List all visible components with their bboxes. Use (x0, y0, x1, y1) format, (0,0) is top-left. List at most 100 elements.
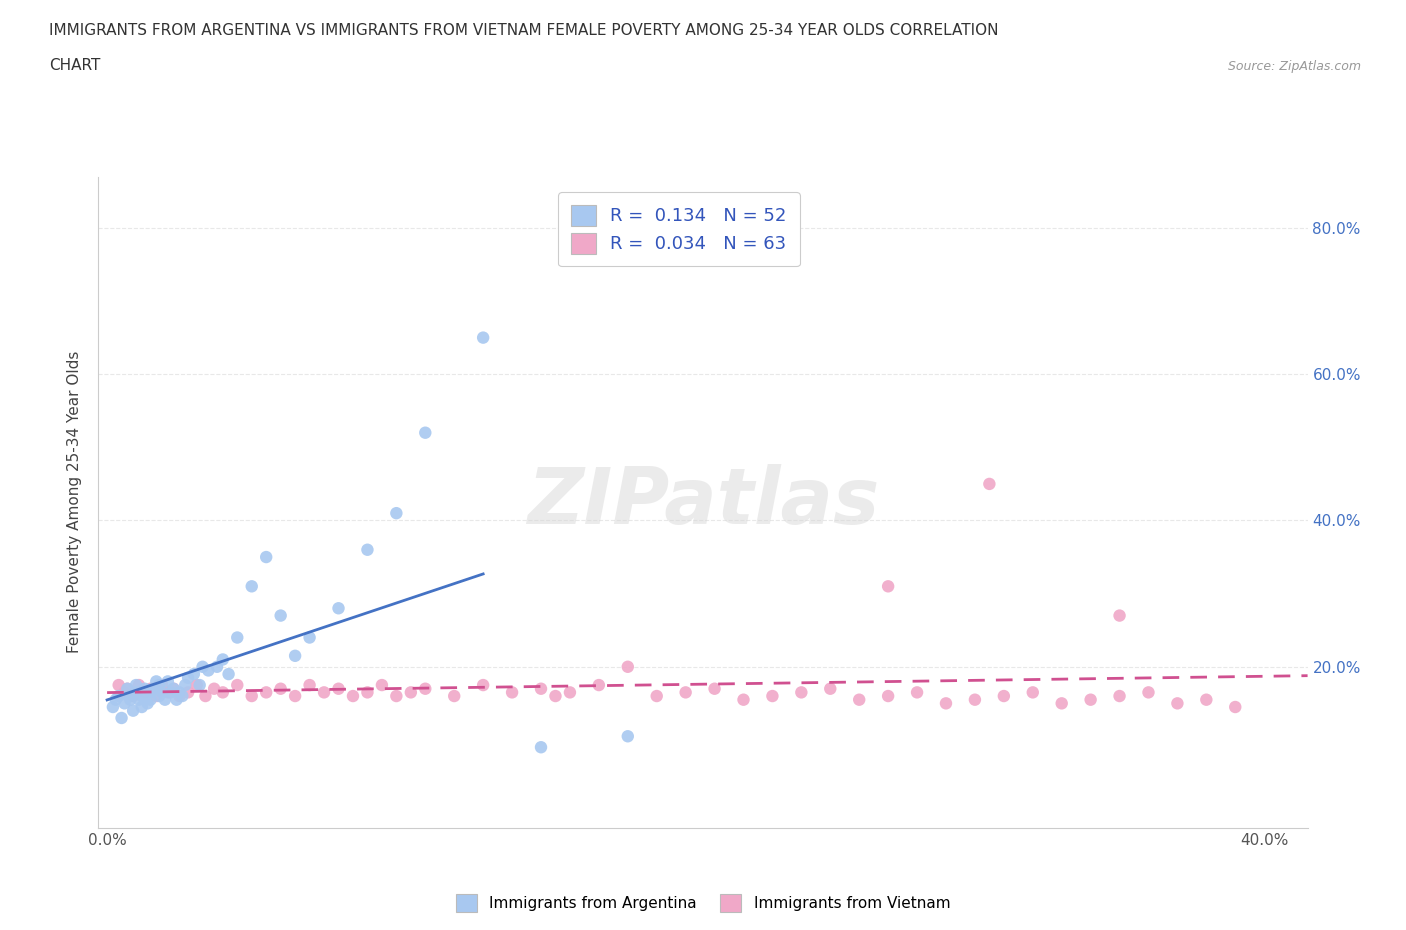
Point (162, 682, 184, 697)
Point (501, 684, 523, 699)
Point (145, 674, 167, 689)
Point (226, 678, 249, 693)
Point (174, 678, 197, 693)
Point (270, 682, 292, 697)
Point (905, 684, 928, 699)
Point (188, 678, 211, 693)
Point (877, 688, 900, 703)
Point (183, 667, 205, 682)
Point (134, 684, 156, 699)
Point (114, 696, 136, 711)
Point (172, 688, 194, 703)
Point (156, 674, 179, 689)
Point (413, 425, 436, 440)
Point (139, 692, 162, 707)
Point (120, 688, 142, 703)
Point (107, 678, 129, 693)
Point (166, 692, 188, 707)
Point (131, 688, 153, 703)
Point (284, 688, 307, 703)
Point (110, 711, 132, 725)
Point (205, 659, 228, 674)
Point (107, 688, 129, 703)
Point (993, 688, 1015, 703)
Point (1080, 692, 1102, 707)
Point (298, 631, 321, 645)
Legend: R =  0.134   N = 52, R =  0.034   N = 63: R = 0.134 N = 52, R = 0.034 N = 63 (558, 193, 800, 267)
Point (588, 678, 610, 693)
Point (117, 682, 139, 697)
Point (148, 688, 170, 703)
Point (558, 684, 581, 699)
Point (1022, 684, 1045, 699)
Point (169, 684, 191, 699)
Point (703, 682, 725, 697)
Point (820, 682, 842, 697)
Point (156, 684, 179, 699)
Point (848, 692, 870, 707)
Legend: Immigrants from Argentina, Immigrants from Vietnam: Immigrants from Argentina, Immigrants fr… (450, 888, 956, 918)
Point (177, 684, 200, 699)
Point (128, 692, 150, 707)
Point (211, 652, 233, 667)
Point (1108, 608, 1130, 623)
Point (145, 688, 167, 703)
Point (117, 682, 139, 697)
Point (122, 688, 145, 703)
Point (356, 684, 378, 699)
Point (104, 692, 127, 707)
Point (342, 688, 364, 703)
Point (413, 682, 436, 697)
Point (399, 684, 422, 699)
Point (645, 688, 668, 703)
Point (226, 631, 249, 645)
Point (191, 659, 214, 674)
Point (443, 688, 465, 703)
Text: CHART: CHART (49, 58, 101, 73)
Point (1195, 692, 1218, 707)
Text: ZIPatlas: ZIPatlas (527, 464, 879, 540)
Point (935, 696, 957, 711)
Point (761, 688, 783, 703)
Point (125, 678, 148, 693)
Point (186, 678, 208, 693)
Point (1050, 696, 1073, 711)
Point (136, 696, 159, 711)
Point (733, 692, 755, 707)
Point (128, 678, 150, 693)
Point (142, 682, 165, 697)
Point (328, 601, 350, 616)
Point (122, 703, 145, 718)
Point (284, 648, 307, 663)
Point (877, 578, 900, 593)
Point (148, 678, 170, 693)
Point (790, 684, 813, 699)
Point (544, 688, 567, 703)
Point (1166, 696, 1188, 711)
Point (120, 692, 142, 707)
Point (328, 682, 350, 697)
Point (114, 684, 136, 699)
Text: Source: ZipAtlas.com: Source: ZipAtlas.com (1227, 60, 1361, 73)
Point (134, 682, 156, 697)
Point (1108, 688, 1130, 703)
Point (963, 692, 986, 707)
Point (240, 688, 263, 703)
Point (1225, 699, 1247, 714)
Point (169, 688, 191, 703)
Point (139, 682, 162, 697)
Point (298, 678, 321, 693)
Point (197, 663, 219, 678)
Point (617, 729, 640, 744)
Point (385, 688, 408, 703)
Point (472, 678, 495, 693)
Point (218, 667, 240, 682)
Y-axis label: Female Poverty Among 25-34 Year Olds: Female Poverty Among 25-34 Year Olds (67, 351, 83, 654)
Point (139, 684, 162, 699)
Point (211, 684, 233, 699)
Point (202, 682, 225, 697)
Point (153, 692, 176, 707)
Point (240, 578, 263, 593)
Point (675, 684, 697, 699)
Point (385, 506, 408, 521)
